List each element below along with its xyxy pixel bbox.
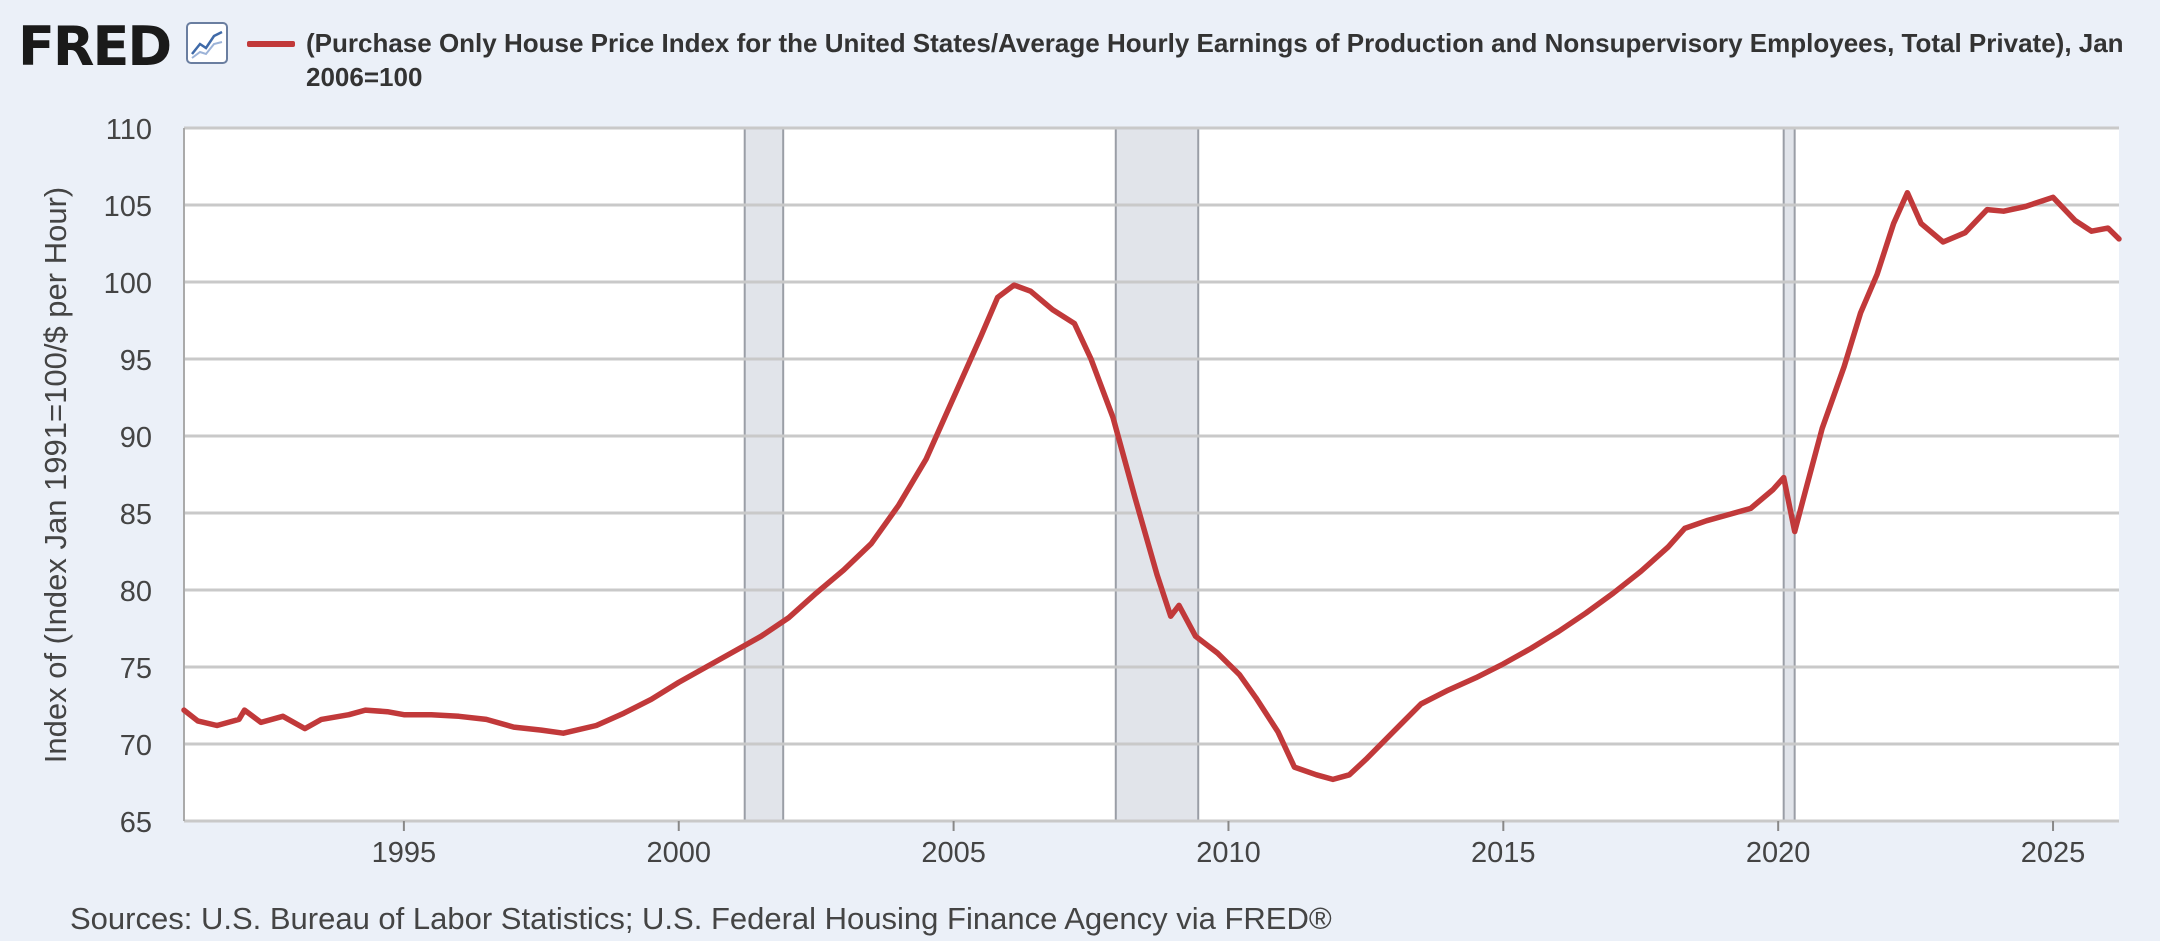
- recession-band: [743, 127, 785, 822]
- x-tick-label: 2025: [2021, 837, 2086, 869]
- series-line: [181, 189, 2122, 783]
- y-tick-label: 105: [104, 191, 152, 223]
- y-tick-label: 80: [120, 576, 152, 608]
- line-graph-icon[interactable]: [186, 22, 228, 64]
- x-tick-label: 2010: [1196, 837, 1261, 869]
- x-tick-label: 1995: [372, 837, 437, 869]
- y-tick-label: 90: [120, 422, 152, 454]
- y-axis-ticks: 65 70 75 80 85 90 95 100 105 110: [104, 114, 152, 839]
- y-tick-label: 65: [120, 807, 152, 839]
- y-tick-label: 100: [104, 268, 152, 300]
- chart-header: FRED (Purchase Only House Price Index fo…: [0, 0, 2160, 110]
- legend-label: (Purchase Only House Price Index for the…: [306, 28, 2124, 92]
- x-tick-label: 2005: [921, 837, 986, 869]
- x-tick-label: 2000: [646, 837, 711, 869]
- x-tick-label: 2020: [1746, 837, 1811, 869]
- gridlines: [183, 126, 2119, 823]
- y-tick-label: 75: [120, 653, 152, 685]
- y-axis-label: Index of (Index Jan 1991=100/$ per Hour): [38, 187, 73, 763]
- source-note: Sources: U.S. Bureau of Labor Statistics…: [70, 901, 1332, 936]
- x-tick-label: 2015: [1471, 837, 1536, 869]
- chart-area: 65 70 75 80 85 90 95 100 105 110 1995 2000 2005 2010…: [38, 114, 2122, 869]
- fred-logo[interactable]: FRED: [18, 15, 172, 78]
- y-tick-label: 70: [120, 730, 152, 762]
- x-axis-ticks: 1995 2000 2005 2010 2015 2020 2025: [372, 821, 2086, 869]
- legend-swatch: [247, 41, 295, 47]
- y-tick-label: 95: [120, 345, 152, 377]
- y-tick-label: 110: [106, 114, 152, 146]
- y-tick-label: 85: [120, 499, 152, 531]
- recession-band: [1782, 127, 1796, 822]
